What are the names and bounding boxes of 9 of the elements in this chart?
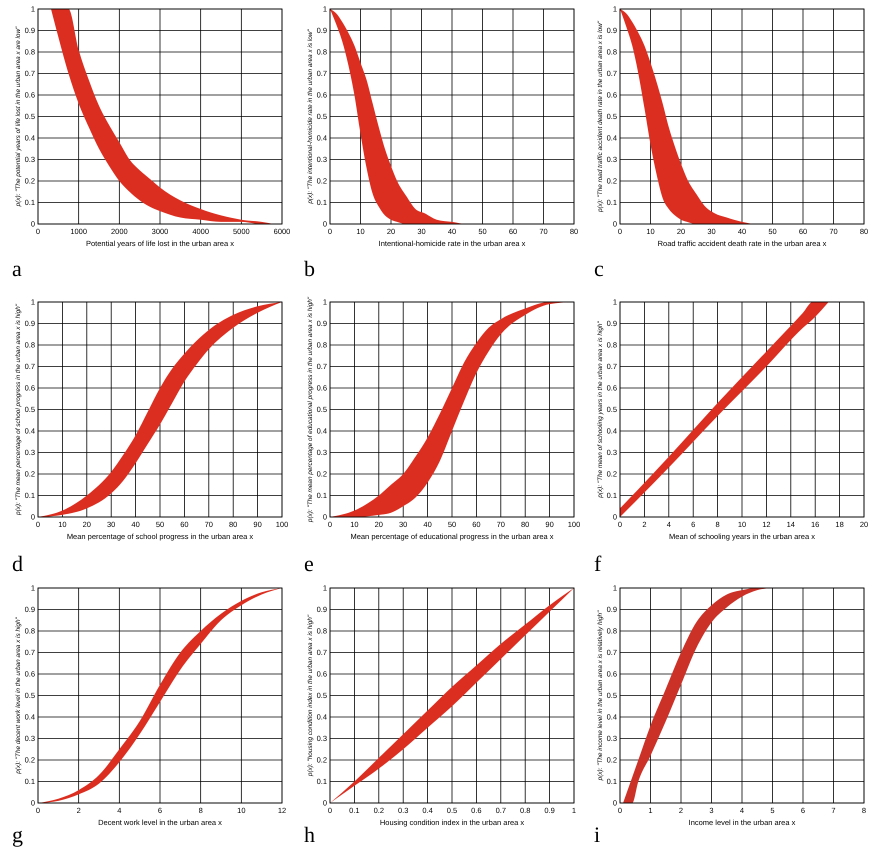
text: i (594, 822, 600, 847)
text: e (304, 551, 314, 576)
text: f (594, 551, 602, 576)
text: a (12, 256, 22, 281)
text: d (12, 551, 23, 576)
text: c (594, 256, 604, 281)
text: h (304, 822, 315, 847)
text: b (304, 256, 315, 281)
text: g (12, 822, 23, 847)
